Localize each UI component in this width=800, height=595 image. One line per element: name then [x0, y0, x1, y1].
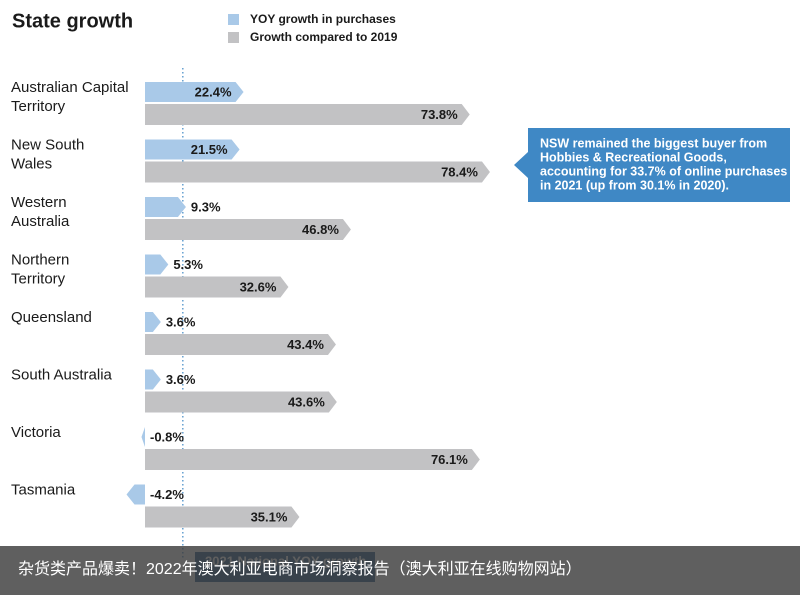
value-label: 22.4% [195, 84, 232, 99]
category-label: Western Australia [11, 194, 70, 230]
category-label: Queensland [11, 309, 92, 326]
bar [145, 104, 470, 125]
value-label: 43.4% [287, 337, 324, 352]
value-label: 35.1% [251, 509, 288, 524]
value-label: 32.6% [240, 279, 277, 294]
value-label: 3.6% [166, 314, 196, 329]
bar [145, 276, 289, 298]
category-label: South Australia [11, 366, 113, 383]
callout-text: Hobbies & Recreational Goods, [540, 150, 727, 164]
value-label: -4.2% [150, 487, 184, 502]
bar [145, 197, 186, 217]
category-label: Victoria [11, 424, 61, 441]
category-label: Northern Territory [11, 251, 69, 287]
bar [145, 334, 336, 355]
bar [145, 369, 161, 390]
bar [145, 391, 337, 413]
value-label: 9.3% [191, 199, 221, 214]
value-label: 43.6% [288, 394, 325, 409]
bar [145, 139, 240, 160]
category-label: New South Wales [11, 136, 84, 172]
value-label: 5.3% [173, 257, 203, 272]
value-label: 46.8% [302, 222, 339, 237]
callout-text: accounting for 33.7% of online purchases [540, 164, 787, 178]
banner-bg [0, 546, 800, 595]
legend-label: Growth compared to 2019 [250, 30, 398, 44]
category-label: Australian Capital Territory [11, 79, 129, 115]
callout-box [514, 128, 790, 202]
value-label: 76.1% [431, 452, 468, 467]
callout-text: NSW remained the biggest buyer from [540, 136, 767, 150]
value-label: 78.4% [441, 164, 478, 179]
legend-label: YOY growth in purchases [250, 12, 396, 26]
bar [145, 254, 169, 275]
legend-swatch [228, 32, 239, 43]
bar [145, 82, 244, 102]
bar [145, 449, 480, 470]
bar [145, 312, 161, 332]
bar [145, 506, 300, 528]
legend-swatch [228, 14, 239, 25]
value-label: 3.6% [166, 372, 196, 387]
bar [141, 427, 145, 447]
value-label: 73.8% [421, 107, 458, 122]
category-label: Tasmania [11, 481, 76, 498]
bar [145, 161, 490, 183]
banner-text: 杂货类产品爆卖！2022年澳大利亚电商市场洞察报告（澳大利亚在线购物网站） [18, 559, 582, 578]
bar [145, 219, 351, 240]
callout-text: in 2021 (up from 30.1% in 2020). [540, 178, 729, 192]
value-label: -0.8% [150, 429, 184, 444]
value-label: 21.5% [191, 142, 228, 157]
bar [126, 484, 145, 505]
chart-title: State growth [12, 10, 133, 32]
